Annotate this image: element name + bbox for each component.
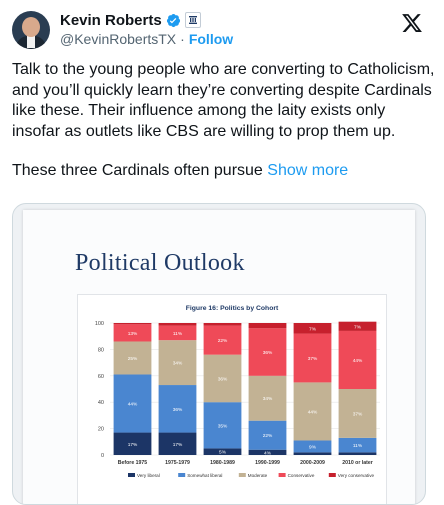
- bar-somewhat-liberal: [158, 385, 197, 433]
- bar-somewhat-liberal: [113, 374, 152, 433]
- data-label: 36%: [173, 407, 183, 413]
- x-tick-label: Before 1975: [118, 460, 148, 466]
- verified-badge-icon: [166, 13, 180, 27]
- bar-somewhat-liberal: [338, 437, 377, 453]
- legend-swatch-conservative: [278, 473, 286, 477]
- bar-somewhat-liberal: [248, 420, 287, 450]
- data-label: 17%: [173, 442, 183, 448]
- data-label: 5%: [219, 450, 227, 456]
- bar-very-liberal: [203, 448, 242, 455]
- bar-very-conservative: [158, 323, 197, 326]
- data-label: 7%: [309, 326, 317, 332]
- author-row: Kevin Roberts: [60, 10, 201, 30]
- affiliate-badge-icon: [184, 12, 201, 28]
- handle-row: @KevinRobertsTX · Follow: [60, 31, 233, 47]
- legend-label: Conservative: [288, 473, 315, 478]
- bar-moderate: [158, 340, 197, 386]
- bar-moderate: [338, 389, 377, 438]
- y-tick-label: 40: [98, 400, 104, 406]
- x-tick-label: 1975-1979: [165, 460, 190, 466]
- bar-very-liberal: [158, 432, 197, 455]
- bar-conservative: [248, 328, 287, 376]
- post-paragraph-1: Talk to the young people who are convert…: [12, 61, 435, 140]
- y-tick-label: 60: [98, 374, 104, 380]
- data-label: 35%: [218, 423, 228, 429]
- data-label: 44%: [128, 402, 138, 408]
- bar-very-conservative: [203, 323, 242, 326]
- y-tick-label: 100: [95, 321, 104, 327]
- x-tick-label: 1980-1989: [210, 460, 235, 466]
- data-label: 37%: [353, 411, 363, 417]
- data-label: 37%: [308, 356, 318, 362]
- chart-title: Figure 16: Politics by Cohort: [186, 305, 279, 312]
- post-image[interactable]: Political Outlook Figure 16: Politics by…: [12, 203, 426, 505]
- data-label: 44%: [353, 358, 363, 364]
- x-tick-label: 2000-2009: [300, 460, 325, 466]
- bar-conservative: [293, 333, 332, 383]
- slide-title: Political Outlook: [75, 250, 245, 276]
- data-label: 11%: [173, 331, 183, 337]
- separator: ·: [180, 31, 185, 47]
- chart-container: Figure 16: Politics by Cohort 0 20 40 60 80 10…: [77, 294, 387, 504]
- data-label: 25%: [128, 356, 138, 362]
- follow-button[interactable]: Follow: [188, 31, 234, 47]
- legend-swatch-moderate: [238, 473, 246, 477]
- legend-swatch-somewhat-liberal: [178, 473, 186, 477]
- data-label: 22%: [218, 338, 228, 344]
- bar-very-liberal: [248, 449, 287, 455]
- bar-conservative: [158, 325, 197, 341]
- post-paragraph-2: These three Cardinals often pursue Show …: [12, 161, 436, 182]
- y-tick-label: 80: [98, 347, 104, 353]
- data-label: 9%: [309, 444, 317, 450]
- legend-label: Somewhat liberal: [187, 473, 222, 478]
- slide: Political Outlook Figure 16: Politics by…: [23, 210, 415, 504]
- y-tick-label: 20: [98, 427, 104, 433]
- data-label: 36%: [263, 350, 273, 356]
- data-label: 13%: [128, 331, 138, 337]
- bar-very-liberal: [113, 432, 152, 455]
- politics-by-cohort-chart: Figure 16: Politics by Cohort 0 20 40 60 80 10…: [95, 305, 380, 478]
- bar-conservative: [113, 324, 152, 342]
- y-tick-label: 0: [101, 453, 104, 459]
- x-tick-label: 2010 or later: [342, 460, 373, 466]
- data-label: 7%: [354, 324, 362, 330]
- data-label: 34%: [263, 396, 273, 402]
- bar-conservative: [203, 325, 242, 355]
- bar-moderate: [293, 382, 332, 441]
- x-tick-label: 1990-1999: [255, 460, 280, 466]
- bar-somewhat-liberal: [203, 402, 242, 449]
- bar-very-conservative: [113, 323, 152, 325]
- bar-very-conservative: [248, 323, 287, 329]
- data-label: 17%: [128, 442, 138, 448]
- bar-very-conservative: [293, 323, 332, 334]
- bar-somewhat-liberal: [293, 440, 332, 453]
- bar-moderate: [113, 341, 152, 375]
- bar-moderate: [203, 354, 242, 403]
- legend-label: Very conservative: [338, 473, 375, 478]
- legend-swatch-very-conservative: [328, 473, 336, 477]
- author-name[interactable]: Kevin Roberts: [60, 11, 162, 29]
- bar-very-liberal: [338, 452, 377, 455]
- bar-moderate: [248, 375, 287, 421]
- data-label: 11%: [353, 443, 363, 449]
- bar-very-conservative: [338, 321, 377, 331]
- bar-conservative: [338, 330, 377, 389]
- tweet: Kevin Roberts @KevinRobertsTX · Follow T…: [12, 10, 436, 505]
- avatar[interactable]: [12, 11, 50, 49]
- legend-swatch-very-liberal: [128, 473, 135, 477]
- data-label: 36%: [218, 376, 228, 382]
- author-handle[interactable]: @KevinRobertsTX: [60, 31, 177, 47]
- post-paragraph-2-text: These three Cardinals often pursue: [12, 162, 263, 179]
- data-label: 34%: [173, 361, 183, 367]
- post-text: Talk to the young people who are convert…: [12, 60, 436, 182]
- data-label: 4%: [264, 450, 272, 456]
- bar-very-liberal: [293, 452, 332, 455]
- data-label: 44%: [308, 409, 318, 415]
- x-logo-icon[interactable]: [401, 12, 423, 34]
- legend-label: Very liberal: [137, 473, 160, 478]
- show-more-link[interactable]: Show more: [267, 162, 349, 179]
- data-label: 22%: [263, 433, 273, 439]
- legend-label: Moderate: [248, 473, 268, 478]
